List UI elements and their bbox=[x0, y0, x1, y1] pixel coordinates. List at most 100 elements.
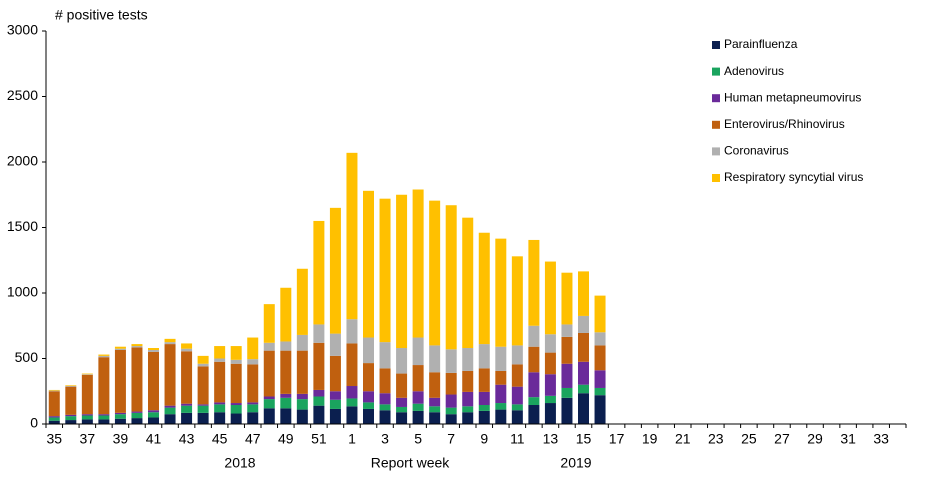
bar-segment bbox=[594, 295, 606, 333]
bar-segment bbox=[48, 416, 60, 418]
bar-segment bbox=[230, 413, 242, 424]
bar-segment bbox=[329, 399, 341, 409]
bar-segment bbox=[81, 373, 93, 375]
bar-segment bbox=[181, 412, 193, 424]
bar-segment bbox=[561, 397, 573, 424]
bar-segment bbox=[247, 402, 259, 405]
year-label: 2018 bbox=[224, 455, 255, 471]
y-tick-label: 1500 bbox=[7, 218, 38, 234]
bar-segment bbox=[544, 261, 556, 335]
bar-segment bbox=[346, 398, 358, 407]
bar-segment bbox=[114, 349, 126, 413]
bar-segment bbox=[511, 386, 523, 405]
x-tick-label: 37 bbox=[80, 431, 96, 447]
bar-segment bbox=[363, 337, 374, 364]
bar-segment bbox=[65, 386, 77, 415]
bar-segment bbox=[114, 346, 126, 349]
bar-segment bbox=[148, 417, 159, 424]
x-tick-label: 35 bbox=[46, 431, 62, 447]
bar-segment bbox=[478, 410, 490, 424]
bar-segment bbox=[495, 409, 507, 424]
x-tick-label: 29 bbox=[807, 431, 823, 447]
y-tick-label: 2000 bbox=[7, 153, 38, 169]
bar-segment bbox=[181, 403, 193, 406]
bar-segment bbox=[131, 344, 143, 347]
bar-segment bbox=[48, 391, 60, 417]
x-tick-label: 25 bbox=[741, 431, 757, 447]
bar-segment bbox=[181, 343, 193, 349]
bar-segment bbox=[445, 205, 457, 350]
x-tick-label: 21 bbox=[675, 431, 691, 447]
bar-segment bbox=[247, 364, 259, 403]
bar-segment bbox=[478, 368, 490, 392]
bar-segment bbox=[412, 391, 424, 404]
legend-label: Respiratory syncytial virus bbox=[724, 170, 863, 184]
bar-segment bbox=[462, 217, 474, 349]
x-tick-label: 19 bbox=[642, 431, 658, 447]
bar-segment bbox=[164, 338, 176, 343]
bar-segment bbox=[528, 397, 540, 406]
bar-segment bbox=[65, 414, 77, 417]
bar-segment bbox=[296, 409, 308, 424]
bar-segment bbox=[65, 386, 77, 387]
bar-segment bbox=[528, 372, 540, 398]
bar-segment bbox=[181, 405, 193, 413]
bar-segment bbox=[263, 304, 275, 343]
bar-segment bbox=[478, 391, 490, 406]
bar-segment bbox=[148, 410, 159, 413]
legend-swatch bbox=[712, 174, 720, 182]
bar-segment bbox=[412, 337, 424, 366]
bar-segment bbox=[412, 189, 424, 338]
bar-segment bbox=[544, 374, 556, 396]
bar-segment bbox=[164, 344, 176, 406]
bar-segment bbox=[131, 346, 143, 348]
bar-segment bbox=[429, 372, 441, 398]
legend-swatch bbox=[712, 120, 720, 129]
bar-segment bbox=[495, 384, 507, 404]
bar-segment bbox=[247, 404, 259, 413]
bar-segment bbox=[280, 397, 292, 409]
bar-segment bbox=[429, 406, 441, 413]
legend-label: Coronavirus bbox=[724, 144, 789, 158]
bar-segment bbox=[313, 220, 325, 325]
bar-segment bbox=[363, 408, 374, 424]
x-tick-label: 23 bbox=[708, 431, 724, 447]
bar-segment bbox=[445, 414, 457, 424]
bar-segment bbox=[131, 418, 143, 424]
y-tick-label: 0 bbox=[30, 415, 38, 431]
bar-segment bbox=[81, 374, 93, 415]
x-axis-title: Report week bbox=[371, 455, 451, 471]
x-tick-label: 5 bbox=[414, 431, 422, 447]
bar-segment bbox=[379, 342, 391, 369]
x-tick-label: 17 bbox=[609, 431, 625, 447]
bar-segment bbox=[363, 391, 374, 403]
bar-segment bbox=[98, 357, 110, 415]
bar-segment bbox=[296, 399, 308, 410]
bar-segment bbox=[131, 411, 143, 413]
x-tick-label: 11 bbox=[510, 431, 525, 447]
bar-segment bbox=[594, 370, 606, 388]
bar-segment bbox=[164, 407, 176, 415]
bar-segment bbox=[329, 333, 341, 356]
y-axis-title: # positive tests bbox=[55, 7, 148, 23]
bar-segment bbox=[329, 408, 341, 424]
bar-segment bbox=[48, 417, 60, 421]
bar-segment bbox=[148, 349, 159, 352]
bar-segment bbox=[214, 402, 226, 405]
bar-segment bbox=[296, 268, 308, 335]
bar-segment bbox=[81, 374, 93, 375]
bar-segment bbox=[263, 342, 275, 351]
bar-segment bbox=[594, 387, 606, 396]
bar-segment bbox=[131, 412, 143, 419]
x-tick-label: 51 bbox=[311, 431, 327, 447]
bar-segment bbox=[594, 345, 606, 371]
x-tick-label: 43 bbox=[179, 431, 195, 447]
bar-segment bbox=[181, 351, 193, 404]
bar-segment bbox=[313, 405, 325, 424]
bar-segment bbox=[230, 363, 242, 404]
bar-segment bbox=[280, 408, 292, 424]
bar-segment bbox=[329, 391, 341, 400]
bar-segment bbox=[148, 412, 159, 418]
bar-segment bbox=[544, 334, 556, 353]
bar-segment bbox=[114, 418, 126, 424]
